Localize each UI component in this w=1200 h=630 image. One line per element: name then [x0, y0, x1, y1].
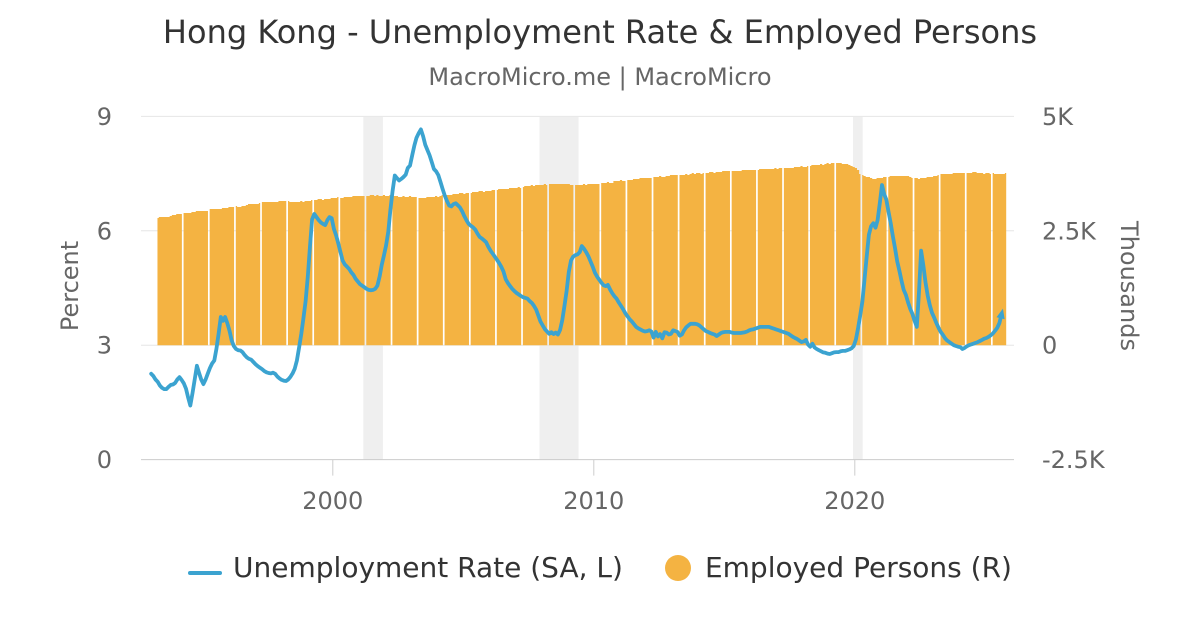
employed-persons-bars [731, 170, 757, 346]
employed-persons-bars [548, 184, 574, 346]
employed-persons-bars [209, 207, 235, 346]
employed-persons-bars [601, 180, 626, 346]
line-end-arrow [996, 308, 1005, 320]
employed-persons-bars [809, 163, 835, 346]
x-tick-label: 2020 [824, 487, 885, 515]
employed-persons-bars [914, 175, 939, 346]
y-axis-title-left: Percent [56, 240, 84, 332]
employed-persons-bars [836, 163, 861, 346]
y-left-tick-label: 9 [97, 103, 112, 131]
chart-subtitle: MacroMicro.me | MacroMicro [428, 63, 772, 91]
x-tick-label: 2010 [563, 487, 624, 515]
employed-persons-bars [418, 195, 443, 346]
unemployment-line [149, 127, 1004, 408]
y-left-tick-label: 6 [97, 217, 112, 245]
employed-persons-bars [783, 166, 809, 346]
employed-persons-bars [653, 175, 678, 346]
employed-persons-bars [314, 197, 339, 346]
employed-persons-bars [966, 172, 991, 346]
employed-persons-bars [366, 195, 391, 346]
employed-persons-bars [627, 178, 652, 346]
y-axis-title-right: Thousands [1115, 221, 1143, 351]
y-right-tick-label: 2.5K [1042, 217, 1097, 245]
employed-persons-bars [940, 173, 965, 346]
chart-title: Hong Kong - Unemployment Rate & Employed… [162, 13, 1038, 51]
employed-persons-bars [183, 211, 208, 346]
employed-persons-bars [261, 201, 287, 346]
employed-persons-bars [992, 173, 1007, 346]
legend: Unemployment Rate (SA, L) Employed Perso… [0, 551, 1200, 584]
employed-persons-bars [444, 193, 469, 346]
employed-persons-bars [679, 173, 704, 346]
legend-label-unemployment-rate: Unemployment Rate (SA, L) [233, 551, 623, 584]
employed-persons-bars [235, 203, 261, 346]
legend-label-employed-persons: Employed Persons (R) [704, 551, 1012, 584]
y-right-tick-label: -2.5K [1042, 446, 1106, 474]
legend-item-employed-persons[interactable]: Employed Persons (R) [664, 551, 1012, 584]
column-series-symbol [664, 554, 691, 581]
employed-persons-bars [862, 175, 887, 346]
employed-persons-bars [392, 196, 417, 346]
y-right-tick-label: 5K [1042, 103, 1074, 131]
employed-persons-bars [575, 184, 600, 346]
employed-persons-bars [470, 190, 496, 346]
employed-persons-bars [705, 171, 730, 346]
employed-persons-bars [888, 176, 913, 346]
x-tick-label: 2000 [302, 487, 363, 515]
y-left-tick-label: 3 [97, 332, 112, 360]
employed-persons-bars [757, 168, 783, 346]
legend-item-unemployment-rate[interactable]: Unemployment Rate (SA, L) [188, 551, 623, 584]
y-left-tick-label: 0 [97, 446, 112, 474]
line-series-symbol [188, 570, 223, 575]
employed-persons-bars [496, 187, 522, 346]
employed-persons-bars [522, 184, 548, 346]
employed-persons-bars [157, 214, 182, 346]
y-right-tick-label: 0 [1042, 332, 1057, 360]
